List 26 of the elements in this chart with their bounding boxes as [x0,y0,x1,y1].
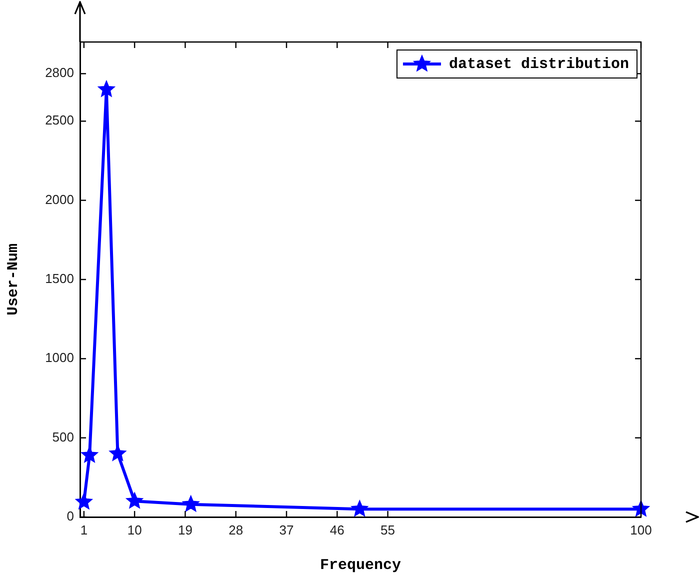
point [633,501,649,516]
y-tick-label: 2000 [45,192,74,207]
y-tick-label: 1500 [45,271,74,286]
y-tick-label: 1000 [45,350,74,366]
x-tick-label: 19 [178,522,192,538]
point [98,82,114,96]
y-tick-label: 2500 [45,112,74,128]
point [82,447,98,462]
x-tick-label: 10 [127,522,142,538]
point [183,496,199,511]
x-tick-label: 46 [330,522,344,538]
x-tick-label: 28 [228,522,244,538]
x-tick-label: 55 [380,522,396,538]
y-axis-title: User-Num [4,243,22,316]
x-tick-label: 100 [630,522,652,538]
y-tick-label: 0 [66,508,74,524]
y-tick-label: 500 [52,429,74,444]
point [352,501,368,516]
y-tick-label: 2800 [45,65,74,80]
x-tick-label: 37 [279,522,294,538]
point [76,494,92,509]
x-tick-label: 1 [80,522,88,538]
legend-label: dataset distribution [448,56,629,73]
x-axis-title: Frequency [320,556,402,574]
point [110,446,126,460]
point [126,493,142,508]
